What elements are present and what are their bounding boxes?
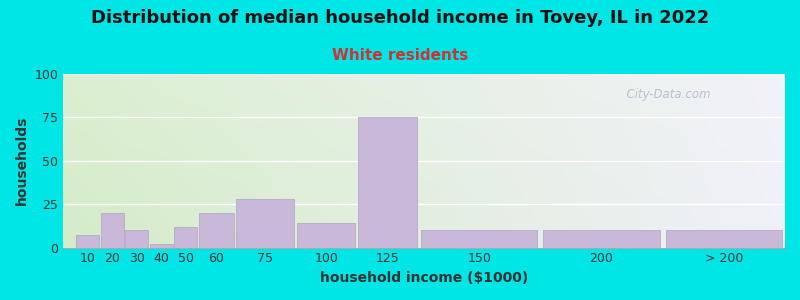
Bar <box>666 230 782 247</box>
Text: Distribution of median household income in Tovey, IL in 2022: Distribution of median household income … <box>91 9 709 27</box>
Bar <box>125 230 148 247</box>
X-axis label: household income ($1000): household income ($1000) <box>320 271 528 285</box>
Bar <box>421 230 538 247</box>
Bar <box>543 230 660 247</box>
Y-axis label: households: households <box>15 116 29 206</box>
Bar <box>101 213 124 248</box>
Text: City-Data.com: City-Data.com <box>619 88 710 101</box>
Bar <box>358 117 417 248</box>
Bar <box>150 244 173 248</box>
Bar <box>298 223 355 247</box>
Bar <box>174 227 198 248</box>
Bar <box>198 213 234 248</box>
Bar <box>236 199 294 248</box>
Bar <box>76 236 99 247</box>
Text: White residents: White residents <box>332 48 468 63</box>
